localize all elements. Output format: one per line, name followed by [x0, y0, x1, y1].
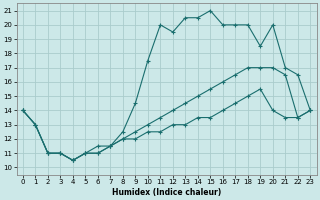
X-axis label: Humidex (Indice chaleur): Humidex (Indice chaleur): [112, 188, 221, 197]
